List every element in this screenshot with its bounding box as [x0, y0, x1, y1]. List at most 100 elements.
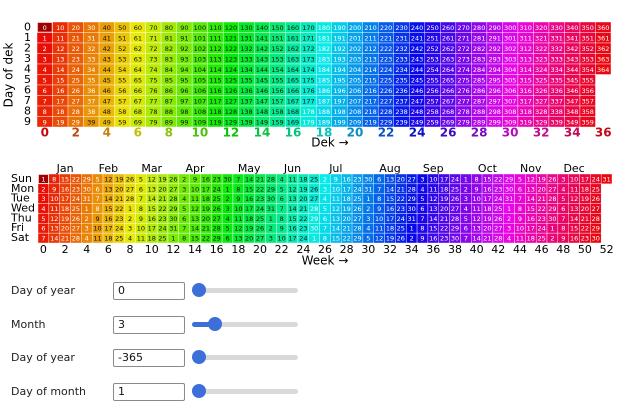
day-cell-label: 322: [535, 45, 547, 53]
day-cell-label: 253: [426, 55, 438, 63]
month-label: Aug: [379, 162, 400, 175]
month-label: Dec: [563, 162, 584, 175]
day-cell: [595, 63, 612, 75]
day-cell-label: 25: [592, 185, 600, 193]
x-tick-label: 10: [145, 243, 159, 256]
day-cell-label: 23: [158, 215, 166, 223]
day-cell-label: 362: [597, 45, 609, 53]
day-cell-label: 197: [333, 97, 345, 105]
day-cell-label: 52: [118, 45, 126, 53]
month-label: Jan: [56, 162, 74, 175]
day-cell-label: 6: [139, 185, 143, 193]
day-cell-label: 2: [550, 235, 554, 243]
x-tick-label: 20: [253, 243, 267, 256]
day-cell-label: 226: [380, 87, 392, 95]
day-cell-label: 185: [318, 76, 330, 84]
day-cell-label: 8: [182, 235, 186, 243]
day-cell-label: 73: [149, 55, 157, 63]
day-cell-label: 3: [561, 175, 565, 183]
day-cell-label: 21: [343, 225, 351, 233]
day-cell-label: 11: [472, 205, 480, 213]
number-input[interactable]: 1: [113, 383, 185, 401]
x-tick-label: 20: [347, 126, 364, 140]
slider[interactable]: [192, 283, 298, 297]
day-cell-label: 0: [43, 24, 47, 32]
day-cell-label: 21: [115, 195, 123, 203]
day-cell-label: 144: [256, 66, 268, 74]
day-cell-label: 21: [581, 215, 589, 223]
day-cell-label: 9: [561, 235, 565, 243]
day-cell-label: 104: [194, 66, 206, 74]
day-cell-label: 318: [519, 108, 531, 116]
day-cell-label: 30: [451, 235, 459, 243]
day-cell-label: 28: [72, 235, 80, 243]
day-cell-label: 55: [118, 76, 126, 84]
day-cell-label: 3: [420, 175, 424, 183]
day-cell-label: 2: [323, 175, 327, 183]
day-cell-label: 232: [395, 45, 407, 53]
day-cell-label: 18: [56, 108, 64, 116]
day-cell-label: 167: [287, 97, 299, 105]
day-cell-label: 15: [288, 215, 296, 223]
day-cell-label: 309: [504, 118, 516, 126]
day-cell-label: 327: [535, 97, 547, 105]
day-cell-label: 296: [488, 87, 500, 95]
slider[interactable]: [192, 317, 298, 331]
day-cell-label: 9: [377, 205, 381, 213]
day-cell-label: 179: [302, 118, 314, 126]
day-cell-label: 265: [442, 76, 454, 84]
x-tick-label: 26: [440, 126, 457, 140]
day-cell-label: 61: [134, 34, 142, 42]
x-tick-label: 34: [564, 126, 581, 140]
day-cell-label: 356: [582, 87, 594, 95]
day-cell-label: 248: [411, 108, 423, 116]
day-cell-label: 242: [411, 45, 423, 53]
day-cell-label: 17: [245, 205, 253, 213]
day-cell-label: 4: [41, 205, 45, 213]
day-cell-label: 139: [240, 118, 252, 126]
slider[interactable]: [192, 350, 298, 364]
y-tick-label: 9: [24, 115, 31, 128]
day-cell-label: 1: [410, 225, 414, 233]
day-cell-label: 213: [364, 55, 376, 63]
day-cell-label: 21: [72, 34, 80, 42]
day-cell-label: 205: [349, 76, 361, 84]
day-cell-label: 9: [334, 175, 338, 183]
number-input[interactable]: 3: [113, 316, 185, 334]
slider-knob[interactable]: [192, 350, 206, 364]
day-cell-label: 94: [180, 66, 188, 74]
day-cell-label: 7: [323, 225, 327, 233]
day-cell-label: 352: [582, 45, 594, 53]
day-cell-label: 344: [566, 66, 578, 74]
day-cell-label: 14: [472, 235, 480, 243]
day-cell-label: 22: [72, 45, 80, 53]
day-cell-label: 1: [312, 235, 316, 243]
number-input[interactable]: 0: [113, 282, 185, 300]
day-cell-label: 8: [561, 225, 565, 233]
slider-knob[interactable]: [192, 283, 206, 297]
day-cell-label: 24: [592, 175, 600, 183]
day-cell-label: 21: [61, 235, 69, 243]
slider-knob[interactable]: [192, 384, 206, 398]
day-cell-label: 209: [349, 118, 361, 126]
day-cell-label: 30: [310, 225, 318, 233]
day-cell-label: 68: [134, 108, 142, 116]
day-cell-label: 141: [256, 34, 268, 42]
day-cell-label: 22: [537, 205, 545, 213]
x-tick-label: 22: [275, 243, 289, 256]
day-cell-label: 86: [165, 87, 173, 95]
day-cell-label: 14: [570, 215, 578, 223]
x-tick-label: 42: [491, 243, 505, 256]
day-cell-label: 238: [395, 108, 407, 116]
day-cell-label: 20: [72, 24, 80, 32]
slider[interactable]: [192, 384, 298, 398]
x-tick-label: 44: [513, 243, 527, 256]
day-cell-label: 263: [442, 55, 454, 63]
x-tick-label: 40: [470, 243, 484, 256]
slider-knob[interactable]: [208, 317, 222, 331]
day-cell-label: 349: [566, 118, 578, 126]
day-cell-label: 2: [366, 205, 370, 213]
day-cell-label: 22: [202, 235, 210, 243]
number-input[interactable]: -365: [113, 349, 185, 367]
day-cell-label: 38: [87, 108, 95, 116]
